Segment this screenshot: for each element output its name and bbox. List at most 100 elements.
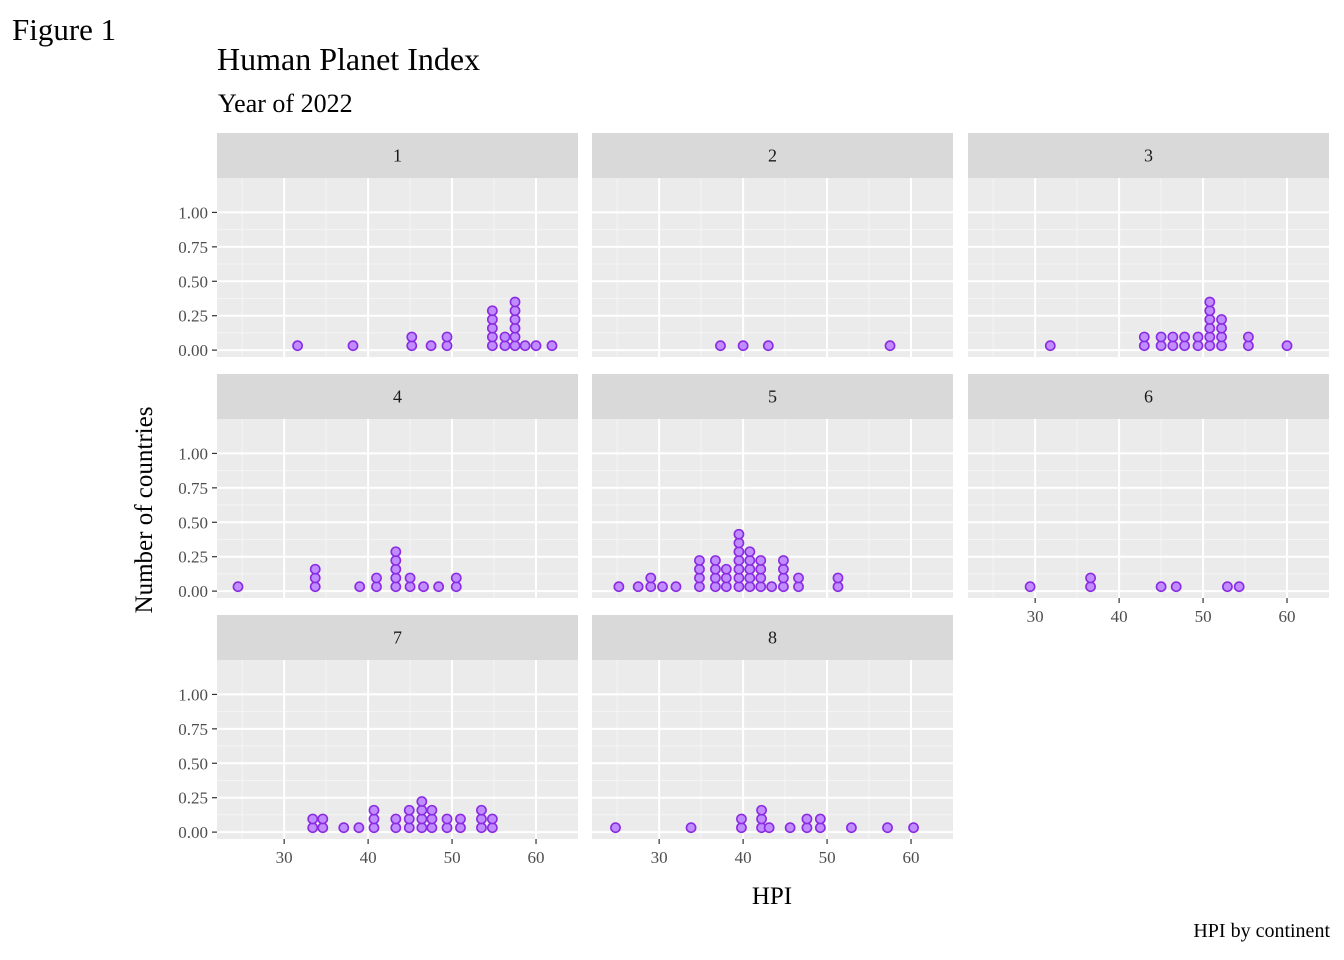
data-point (510, 324, 519, 333)
data-point (1217, 324, 1226, 333)
data-point (311, 565, 320, 574)
data-point (1223, 582, 1232, 591)
facet-strip-label: 3 (1144, 146, 1153, 166)
facet-strip-label: 1 (393, 146, 402, 166)
data-point (442, 814, 451, 823)
data-point (369, 806, 378, 815)
data-point (419, 582, 428, 591)
x-tick-label: 60 (528, 848, 545, 867)
facet-panel-3: 3 (968, 133, 1329, 357)
data-point (434, 582, 443, 591)
data-point (1235, 582, 1244, 591)
y-tick-label: 0.75 (178, 479, 208, 498)
data-point (452, 582, 461, 591)
data-point (510, 315, 519, 324)
facet-panel-2: 2 (592, 133, 953, 357)
data-point (391, 823, 400, 832)
data-point (745, 582, 754, 591)
data-point (779, 556, 788, 565)
x-tick-label: 30 (651, 848, 668, 867)
data-point (318, 814, 327, 823)
data-point (405, 573, 414, 582)
data-point (311, 582, 320, 591)
data-point (711, 573, 720, 582)
facet-panel-6: 6 30 40 50 60 (968, 374, 1329, 626)
x-tick-label: 30 (276, 848, 293, 867)
data-point (521, 341, 530, 350)
facet-strip-label: 2 (768, 146, 777, 166)
data-point (318, 823, 327, 832)
data-point (456, 814, 465, 823)
panel-background (968, 178, 1329, 357)
data-point (1193, 332, 1202, 341)
data-point (1180, 332, 1189, 341)
facet-panel-7: 7 0.00 0.25 0.50 0.75 1.00 30 40 50 60 (178, 615, 578, 867)
y-tick-label: 0.00 (178, 823, 208, 842)
data-point (745, 573, 754, 582)
data-point (1244, 341, 1253, 350)
x-tick-label: 50 (1195, 607, 1212, 626)
data-point (500, 332, 509, 341)
data-point (1140, 341, 1149, 350)
data-point (488, 332, 497, 341)
data-point (477, 806, 486, 815)
y-tick-label: 0.50 (178, 754, 208, 773)
data-point (488, 823, 497, 832)
data-point (833, 573, 842, 582)
y-tick-label: 0.00 (178, 582, 208, 601)
data-point (1205, 315, 1214, 324)
y-tick-label: 0.75 (178, 238, 208, 257)
data-point (391, 582, 400, 591)
data-point (756, 573, 765, 582)
data-point (1180, 341, 1189, 350)
data-point (658, 582, 667, 591)
data-point (885, 341, 894, 350)
data-point (716, 341, 725, 350)
data-point (488, 814, 497, 823)
data-point (1168, 341, 1177, 350)
y-tick-label: 0.50 (178, 513, 208, 532)
data-point (737, 823, 746, 832)
data-point (417, 814, 426, 823)
data-point (372, 582, 381, 591)
data-point (311, 573, 320, 582)
data-point (427, 814, 436, 823)
data-point (739, 341, 748, 350)
data-point (847, 823, 856, 832)
data-point (407, 332, 416, 341)
data-point (391, 565, 400, 574)
data-point (456, 823, 465, 832)
data-point (695, 556, 704, 565)
data-point (745, 565, 754, 574)
data-point (786, 823, 795, 832)
data-point (779, 565, 788, 574)
data-point (233, 582, 242, 591)
x-tick-label: 40 (735, 848, 752, 867)
facet-panel-1: 1 0.00 0.25 0.50 0.75 1.00 (178, 133, 578, 360)
y-axis-title: Number of countries (131, 407, 158, 614)
data-point (745, 547, 754, 556)
data-point (671, 582, 680, 591)
data-point (614, 582, 623, 591)
panel-background (592, 178, 953, 357)
x-tick-label: 40 (360, 848, 377, 867)
data-point (695, 573, 704, 582)
data-point (426, 341, 435, 350)
facet-strip-label: 8 (768, 628, 777, 648)
data-point (442, 341, 451, 350)
data-point (833, 582, 842, 591)
data-point (779, 582, 788, 591)
y-tick-label: 0.00 (178, 341, 208, 360)
data-point (1205, 297, 1214, 306)
data-point (510, 306, 519, 315)
data-point (1086, 582, 1095, 591)
data-point (734, 582, 743, 591)
data-point (369, 823, 378, 832)
facet-panel-8: 8 30 40 50 60 (592, 615, 953, 867)
data-point (757, 806, 766, 815)
data-point (355, 582, 364, 591)
y-tick-label: 1.00 (178, 685, 208, 704)
data-point (1026, 582, 1035, 591)
data-point (646, 573, 655, 582)
